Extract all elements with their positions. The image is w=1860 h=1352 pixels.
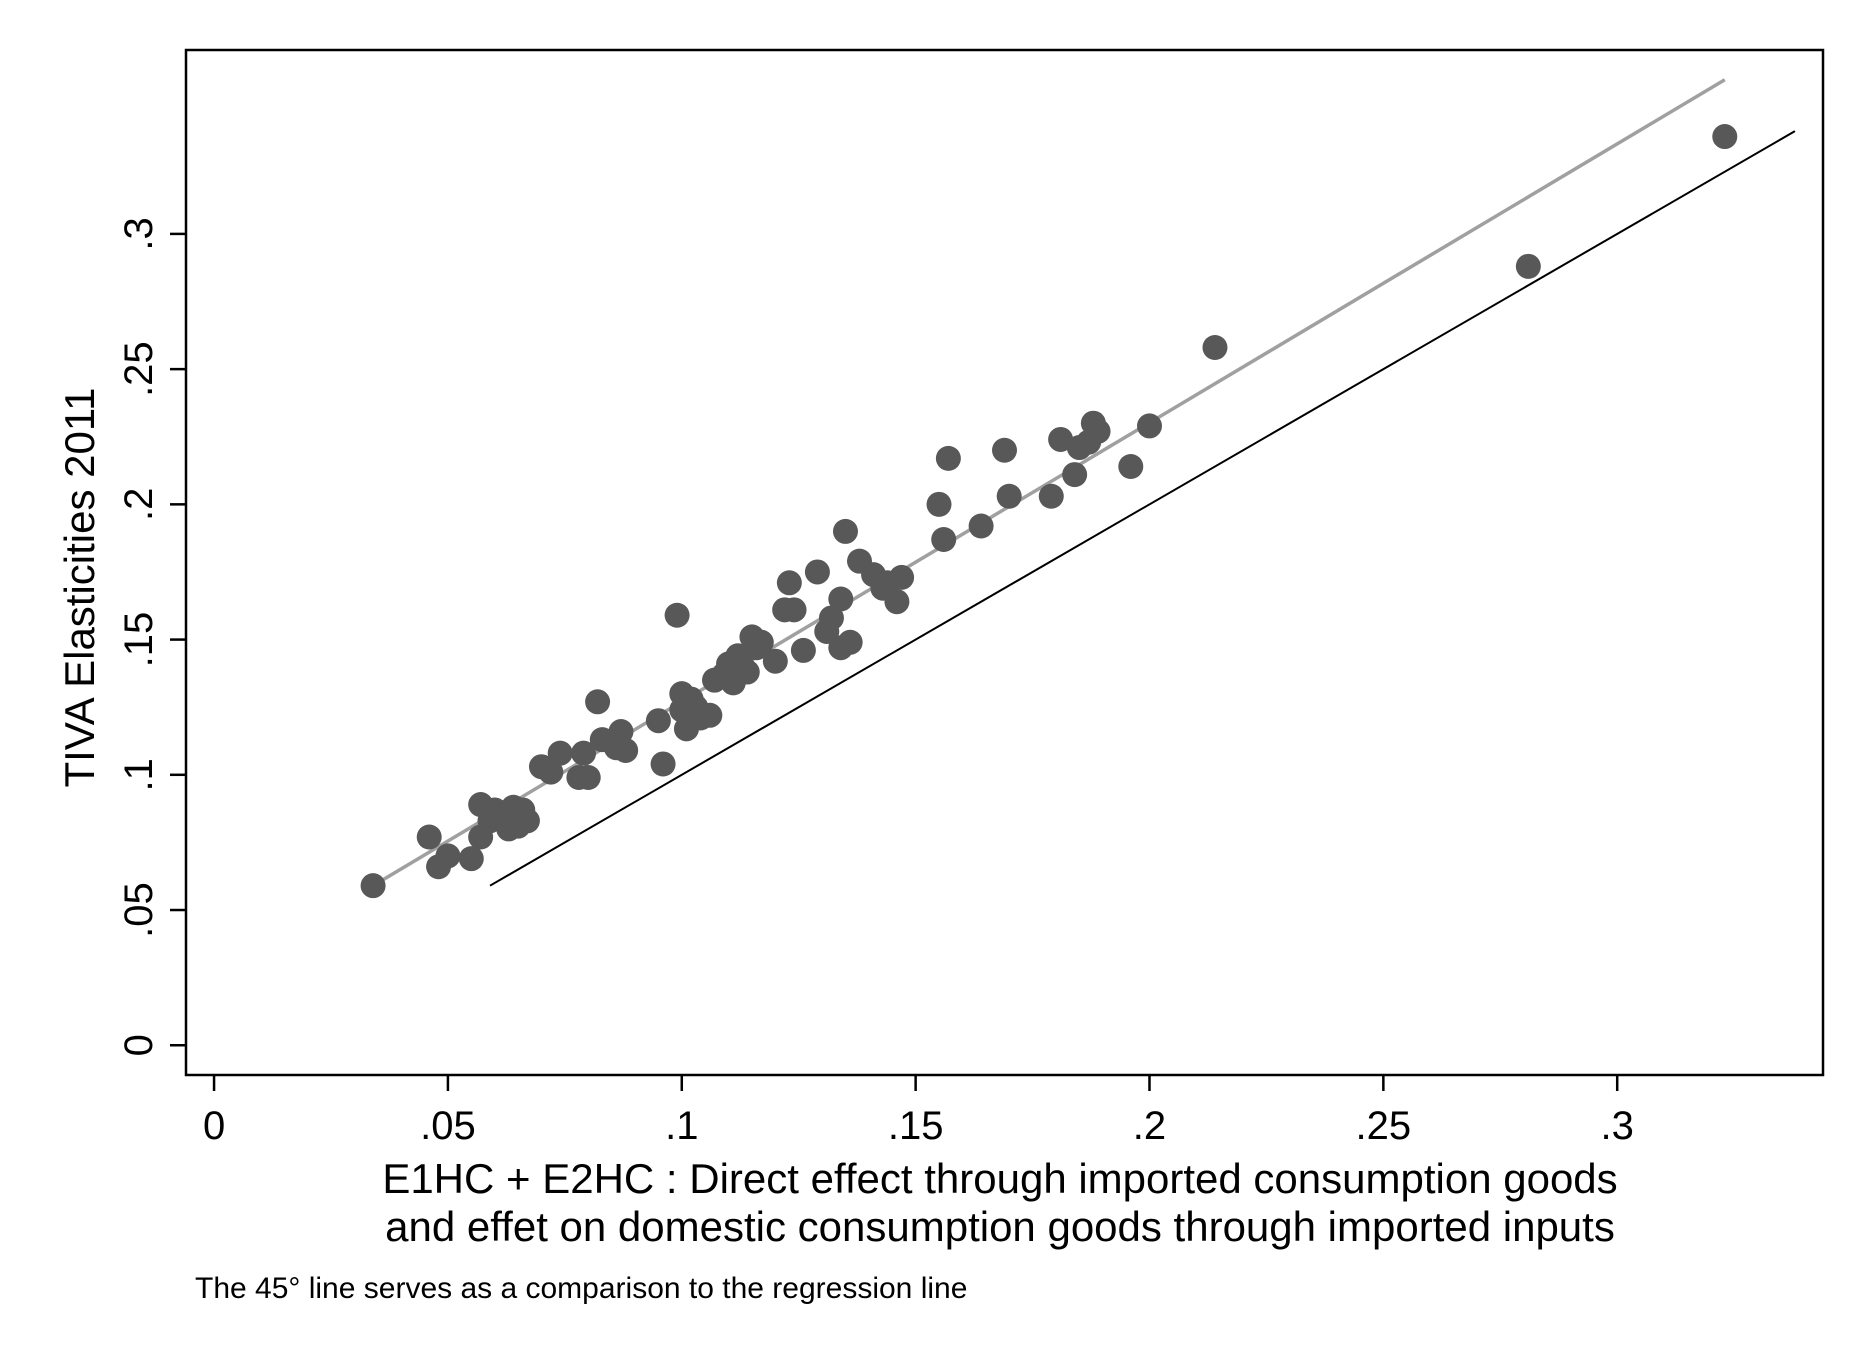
data-point bbox=[360, 873, 386, 899]
y-tick-label: .05 bbox=[117, 882, 161, 938]
x-tick-label: .3 bbox=[1601, 1104, 1634, 1148]
data-point bbox=[1048, 426, 1074, 452]
data-point bbox=[968, 513, 994, 539]
x-tick-label: .2 bbox=[1133, 1104, 1166, 1148]
data-point bbox=[697, 702, 723, 728]
data-point bbox=[818, 605, 844, 631]
data-point bbox=[992, 437, 1017, 463]
data-point bbox=[935, 445, 961, 471]
data-point bbox=[776, 570, 802, 596]
axis-ticks: 0 .05 .1 .15 .2 .25 .3 0 .05 .1 .15 .2 .25 .3 bbox=[117, 217, 1634, 1148]
data-point bbox=[1038, 483, 1064, 509]
data-point bbox=[1712, 124, 1738, 150]
y-tick-label: .2 bbox=[117, 488, 161, 521]
data-point bbox=[664, 602, 690, 628]
y-tick-label: .15 bbox=[117, 612, 161, 668]
reference-45-degree-line bbox=[489, 130, 1796, 887]
data-point bbox=[458, 846, 484, 872]
data-point bbox=[435, 843, 461, 869]
y-tick-label: .1 bbox=[117, 758, 161, 791]
data-point bbox=[538, 759, 564, 785]
x-tick-label: .15 bbox=[888, 1104, 944, 1148]
data-point bbox=[416, 824, 442, 850]
data-point bbox=[514, 808, 540, 834]
data-point bbox=[1136, 413, 1162, 439]
data-point bbox=[926, 491, 952, 517]
data-point bbox=[889, 564, 915, 590]
x-tick-label: 0 bbox=[203, 1104, 225, 1148]
x-tick-label: .05 bbox=[420, 1104, 476, 1148]
data-point bbox=[734, 659, 760, 685]
data-point bbox=[748, 629, 774, 655]
data-points bbox=[360, 124, 1738, 899]
x-tick-label: .25 bbox=[1356, 1104, 1412, 1148]
data-point bbox=[931, 527, 957, 553]
data-point bbox=[1118, 453, 1144, 479]
data-point bbox=[828, 586, 854, 612]
data-point bbox=[996, 483, 1022, 509]
x-axis-title-line-2: and effet on domestic consumption goods … bbox=[385, 1203, 1615, 1250]
data-point bbox=[1085, 418, 1111, 444]
data-point bbox=[608, 719, 634, 745]
y-axis-title: TIVA Elasticities 2011 bbox=[56, 388, 103, 788]
data-point bbox=[884, 589, 910, 615]
data-point bbox=[650, 751, 676, 777]
data-point bbox=[1515, 253, 1541, 279]
chart-note: The 45° line serves as a comparison to t… bbox=[195, 1272, 967, 1305]
data-point bbox=[781, 597, 807, 623]
x-tick-label: .1 bbox=[665, 1104, 698, 1148]
data-point bbox=[790, 637, 816, 663]
data-point bbox=[547, 740, 573, 766]
y-tick-label: .3 bbox=[117, 217, 161, 250]
data-point bbox=[571, 740, 597, 766]
data-point bbox=[832, 518, 858, 544]
data-point bbox=[575, 765, 601, 791]
data-point bbox=[804, 559, 830, 585]
data-point bbox=[645, 708, 671, 734]
y-tick-label: 0 bbox=[117, 1034, 161, 1056]
data-point bbox=[613, 737, 639, 763]
data-point bbox=[585, 689, 611, 715]
x-axis-title-line-1: E1HC + E2HC : Direct effect through impo… bbox=[382, 1155, 1617, 1202]
data-point bbox=[762, 648, 788, 674]
data-point bbox=[837, 629, 863, 655]
plot-frame bbox=[184, 48, 1825, 1077]
y-tick-label: .25 bbox=[117, 341, 161, 397]
data-point bbox=[1062, 462, 1088, 488]
data-point bbox=[1202, 334, 1228, 360]
